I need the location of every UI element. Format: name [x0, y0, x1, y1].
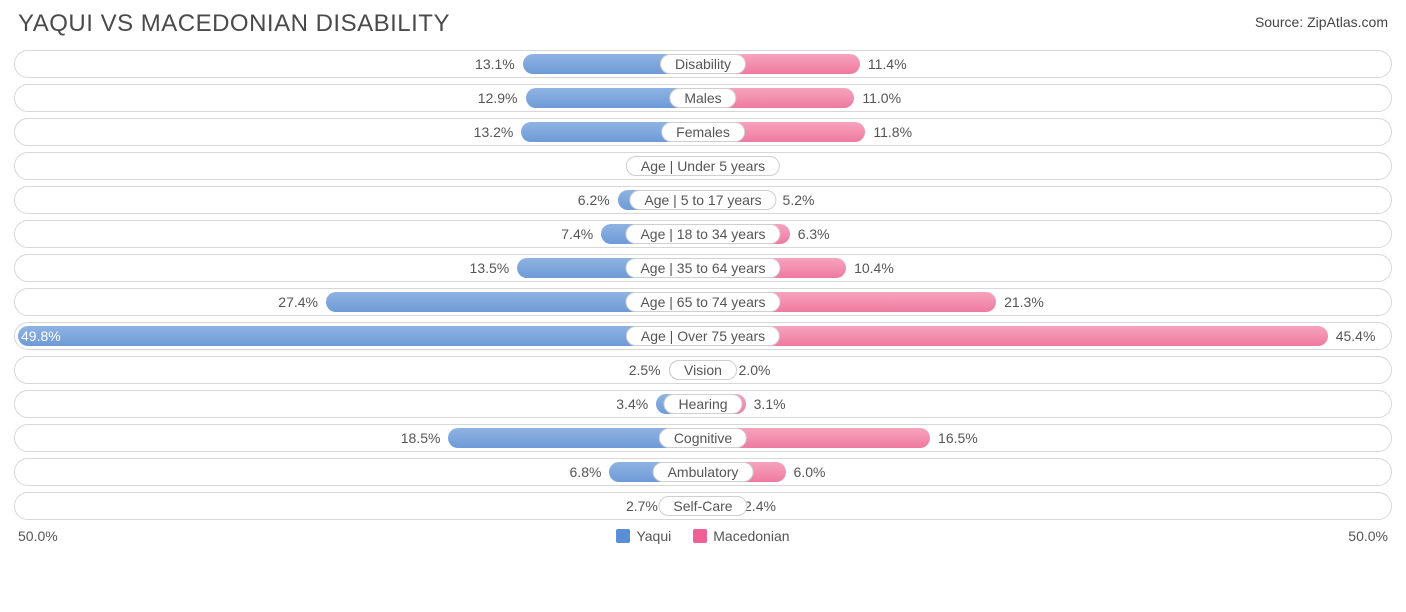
category-label: Hearing [663, 394, 742, 414]
chart-footer: 50.0% Yaqui Macedonian 50.0% [14, 528, 1392, 544]
value-left: 2.5% [629, 357, 661, 383]
value-right: 11.0% [862, 85, 901, 111]
chart-row: 7.4% 6.3% Age | 18 to 34 years [14, 220, 1392, 248]
category-label: Age | Under 5 years [626, 156, 780, 176]
category-label: Disability [660, 54, 746, 74]
value-right: 16.5% [938, 425, 978, 451]
value-right: 11.4% [868, 51, 907, 77]
chart-row: 6.2% 5.2% Age | 5 to 17 years [14, 186, 1392, 214]
category-label: Self-Care [658, 496, 747, 516]
category-label: Vision [669, 360, 737, 380]
chart-row: 6.8% 6.0% Ambulatory [14, 458, 1392, 486]
legend-item-left: Yaqui [616, 528, 671, 544]
axis-left-label: 50.0% [18, 528, 58, 544]
value-left: 12.9% [478, 85, 518, 111]
chart-row: 2.5% 2.0%Vision [14, 356, 1392, 384]
category-label: Females [661, 122, 745, 142]
chart-row: 1.2%1.2%Age | Under 5 years [14, 152, 1392, 180]
legend-swatch-right [693, 529, 707, 543]
category-label: Age | 5 to 17 years [629, 190, 776, 210]
bar-left [18, 326, 703, 346]
chart-row: 27.4% 21.3% Age | 65 to 74 years [14, 288, 1392, 316]
value-left: 13.2% [474, 119, 514, 145]
value-right: 2.4% [744, 493, 776, 519]
category-label: Age | Over 75 years [626, 326, 780, 346]
value-right: 11.8% [873, 119, 912, 145]
value-left: 3.4% [616, 391, 648, 417]
value-right: 2.0% [739, 357, 771, 383]
category-label: Cognitive [659, 428, 747, 448]
legend-item-right: Macedonian [693, 528, 789, 544]
bar-right [703, 326, 1328, 346]
legend-label-right: Macedonian [713, 528, 789, 544]
chart-row: 49.8% 45.4% Age | Over 75 years [14, 322, 1392, 350]
chart-source: Source: ZipAtlas.com [1255, 14, 1388, 30]
value-left: 13.5% [470, 255, 510, 281]
chart-header: YAQUI VS MACEDONIAN DISABILITY Source: Z… [14, 10, 1392, 38]
chart-row: 2.7% 2.4%Self-Care [14, 492, 1392, 520]
value-right: 6.0% [794, 459, 826, 485]
legend-label-left: Yaqui [636, 528, 671, 544]
value-left: 6.8% [570, 459, 602, 485]
value-left: 2.7% [626, 493, 658, 519]
chart-row: 13.2% 11.8% Females [14, 118, 1392, 146]
chart-row: 3.4% 3.1% Hearing [14, 390, 1392, 418]
legend-swatch-left [616, 529, 630, 543]
legend: Yaqui Macedonian [616, 528, 789, 544]
value-left: 6.2% [578, 187, 610, 213]
value-right: 21.3% [1004, 289, 1044, 315]
value-right: 45.4% [1336, 323, 1376, 349]
value-left: 49.8% [21, 323, 61, 349]
category-label: Age | 18 to 34 years [625, 224, 780, 244]
chart-rows: 13.1% 11.4% Disability 12.9% 11.0% Males 13.2%… [14, 50, 1392, 520]
chart-title: YAQUI VS MACEDONIAN DISABILITY [18, 10, 450, 38]
value-left: 13.1% [475, 51, 515, 77]
axis-right-label: 50.0% [1348, 528, 1388, 544]
chart-row: 13.5% 10.4% Age | 35 to 64 years [14, 254, 1392, 282]
value-right: 10.4% [854, 255, 894, 281]
value-right: 5.2% [783, 187, 815, 213]
category-label: Ambulatory [653, 462, 754, 482]
category-label: Males [669, 88, 736, 108]
category-label: Age | 35 to 64 years [625, 258, 780, 278]
chart-row: 18.5% 16.5% Cognitive [14, 424, 1392, 452]
value-right: 6.3% [798, 221, 830, 247]
chart-container: YAQUI VS MACEDONIAN DISABILITY Source: Z… [0, 0, 1406, 550]
value-left: 7.4% [561, 221, 593, 247]
category-label: Age | 65 to 74 years [625, 292, 780, 312]
value-right: 3.1% [754, 391, 786, 417]
chart-row: 13.1% 11.4% Disability [14, 50, 1392, 78]
value-left: 27.4% [278, 289, 318, 315]
value-left: 18.5% [401, 425, 441, 451]
chart-row: 12.9% 11.0% Males [14, 84, 1392, 112]
